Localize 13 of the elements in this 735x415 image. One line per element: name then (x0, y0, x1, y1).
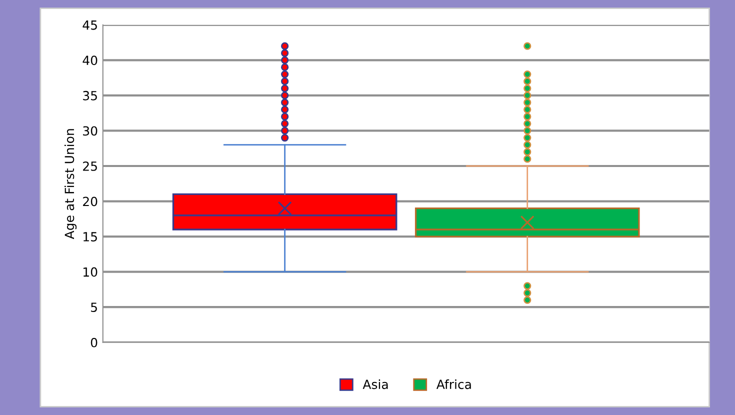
y-tick-label: 10 (84, 267, 98, 277)
legend-label: Africa (436, 379, 471, 390)
y-tick-label: 25 (83, 161, 97, 171)
y-tick-label: 5 (91, 302, 97, 312)
y-tick-label: 15 (84, 232, 97, 242)
y-tick-label: 45 (82, 20, 97, 30)
legend-label: Asia (362, 379, 388, 390)
y-tick-label: 0 (90, 338, 98, 348)
y-tick-label: 30 (83, 126, 98, 136)
y-tick-label: 20 (83, 196, 98, 206)
y-axis-title: Age at First Union (64, 129, 77, 240)
y-tick-label: 35 (83, 90, 97, 100)
y-tick-label: 40 (82, 56, 98, 66)
